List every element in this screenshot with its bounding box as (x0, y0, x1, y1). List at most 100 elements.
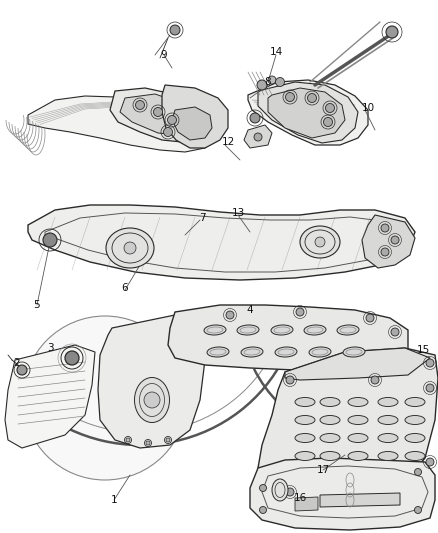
Ellipse shape (348, 433, 368, 442)
Circle shape (381, 248, 389, 256)
Ellipse shape (348, 451, 368, 461)
Ellipse shape (378, 451, 398, 461)
Circle shape (259, 484, 266, 491)
Ellipse shape (271, 325, 293, 335)
Ellipse shape (295, 398, 315, 407)
Circle shape (324, 117, 332, 126)
Circle shape (286, 93, 294, 101)
Circle shape (371, 376, 379, 384)
Ellipse shape (405, 433, 425, 442)
Circle shape (268, 76, 276, 84)
Circle shape (414, 506, 421, 513)
Ellipse shape (241, 347, 263, 357)
Circle shape (286, 376, 294, 384)
Ellipse shape (348, 398, 368, 407)
Circle shape (43, 233, 57, 247)
Text: 17: 17 (316, 465, 330, 475)
Ellipse shape (320, 416, 340, 424)
Circle shape (146, 441, 150, 445)
Ellipse shape (134, 377, 170, 423)
Text: 10: 10 (361, 103, 374, 113)
Text: 2: 2 (14, 358, 20, 368)
Ellipse shape (320, 451, 340, 461)
Circle shape (65, 351, 79, 365)
Polygon shape (258, 82, 358, 143)
Text: 15: 15 (417, 345, 430, 355)
Circle shape (386, 26, 398, 38)
Circle shape (426, 458, 434, 466)
Circle shape (17, 365, 27, 375)
Ellipse shape (237, 325, 259, 335)
Ellipse shape (378, 398, 398, 407)
Ellipse shape (295, 451, 315, 461)
Polygon shape (110, 88, 205, 142)
Circle shape (167, 116, 177, 125)
Circle shape (307, 93, 317, 102)
Ellipse shape (405, 398, 425, 407)
Text: 6: 6 (122, 283, 128, 293)
Text: 1: 1 (111, 495, 117, 505)
Polygon shape (28, 205, 415, 280)
Text: 7: 7 (199, 213, 205, 223)
Ellipse shape (207, 347, 229, 357)
Circle shape (325, 103, 335, 112)
Ellipse shape (295, 433, 315, 442)
Ellipse shape (343, 347, 365, 357)
Text: 4: 4 (247, 305, 253, 315)
Text: 5: 5 (34, 300, 40, 310)
Circle shape (426, 384, 434, 392)
Text: 12: 12 (221, 137, 235, 147)
Circle shape (135, 101, 145, 109)
Ellipse shape (106, 228, 154, 268)
Polygon shape (244, 125, 272, 148)
Polygon shape (168, 305, 408, 372)
Polygon shape (295, 497, 318, 511)
Circle shape (170, 25, 180, 35)
Text: 9: 9 (161, 50, 167, 60)
Circle shape (250, 113, 260, 123)
Ellipse shape (348, 416, 368, 424)
Polygon shape (98, 315, 205, 448)
Circle shape (257, 80, 267, 90)
Circle shape (144, 392, 160, 408)
Circle shape (381, 224, 389, 232)
Polygon shape (250, 458, 435, 530)
Ellipse shape (204, 325, 226, 335)
Text: 16: 16 (293, 493, 307, 503)
Ellipse shape (378, 433, 398, 442)
Polygon shape (172, 107, 212, 140)
Ellipse shape (304, 325, 326, 335)
Text: 8: 8 (265, 77, 271, 87)
Text: 14: 14 (269, 47, 283, 57)
Polygon shape (248, 80, 368, 145)
Polygon shape (120, 94, 192, 135)
Circle shape (276, 77, 285, 86)
Circle shape (414, 469, 421, 475)
Text: 13: 13 (231, 208, 245, 218)
Circle shape (366, 314, 374, 322)
Polygon shape (258, 348, 438, 498)
Ellipse shape (275, 347, 297, 357)
Ellipse shape (337, 325, 359, 335)
Ellipse shape (320, 433, 340, 442)
Circle shape (426, 359, 434, 367)
Circle shape (23, 316, 187, 480)
Polygon shape (285, 348, 430, 380)
Circle shape (153, 108, 162, 117)
Ellipse shape (378, 416, 398, 424)
Ellipse shape (405, 451, 425, 461)
Circle shape (166, 438, 170, 442)
Circle shape (226, 311, 234, 319)
Circle shape (259, 506, 266, 513)
Ellipse shape (272, 479, 288, 501)
Ellipse shape (295, 416, 315, 424)
Text: 3: 3 (47, 343, 53, 353)
Polygon shape (362, 215, 415, 268)
Circle shape (254, 133, 262, 141)
Circle shape (391, 236, 399, 244)
Ellipse shape (320, 398, 340, 407)
Ellipse shape (309, 347, 331, 357)
Circle shape (315, 237, 325, 247)
Polygon shape (162, 85, 228, 148)
Circle shape (286, 488, 294, 496)
